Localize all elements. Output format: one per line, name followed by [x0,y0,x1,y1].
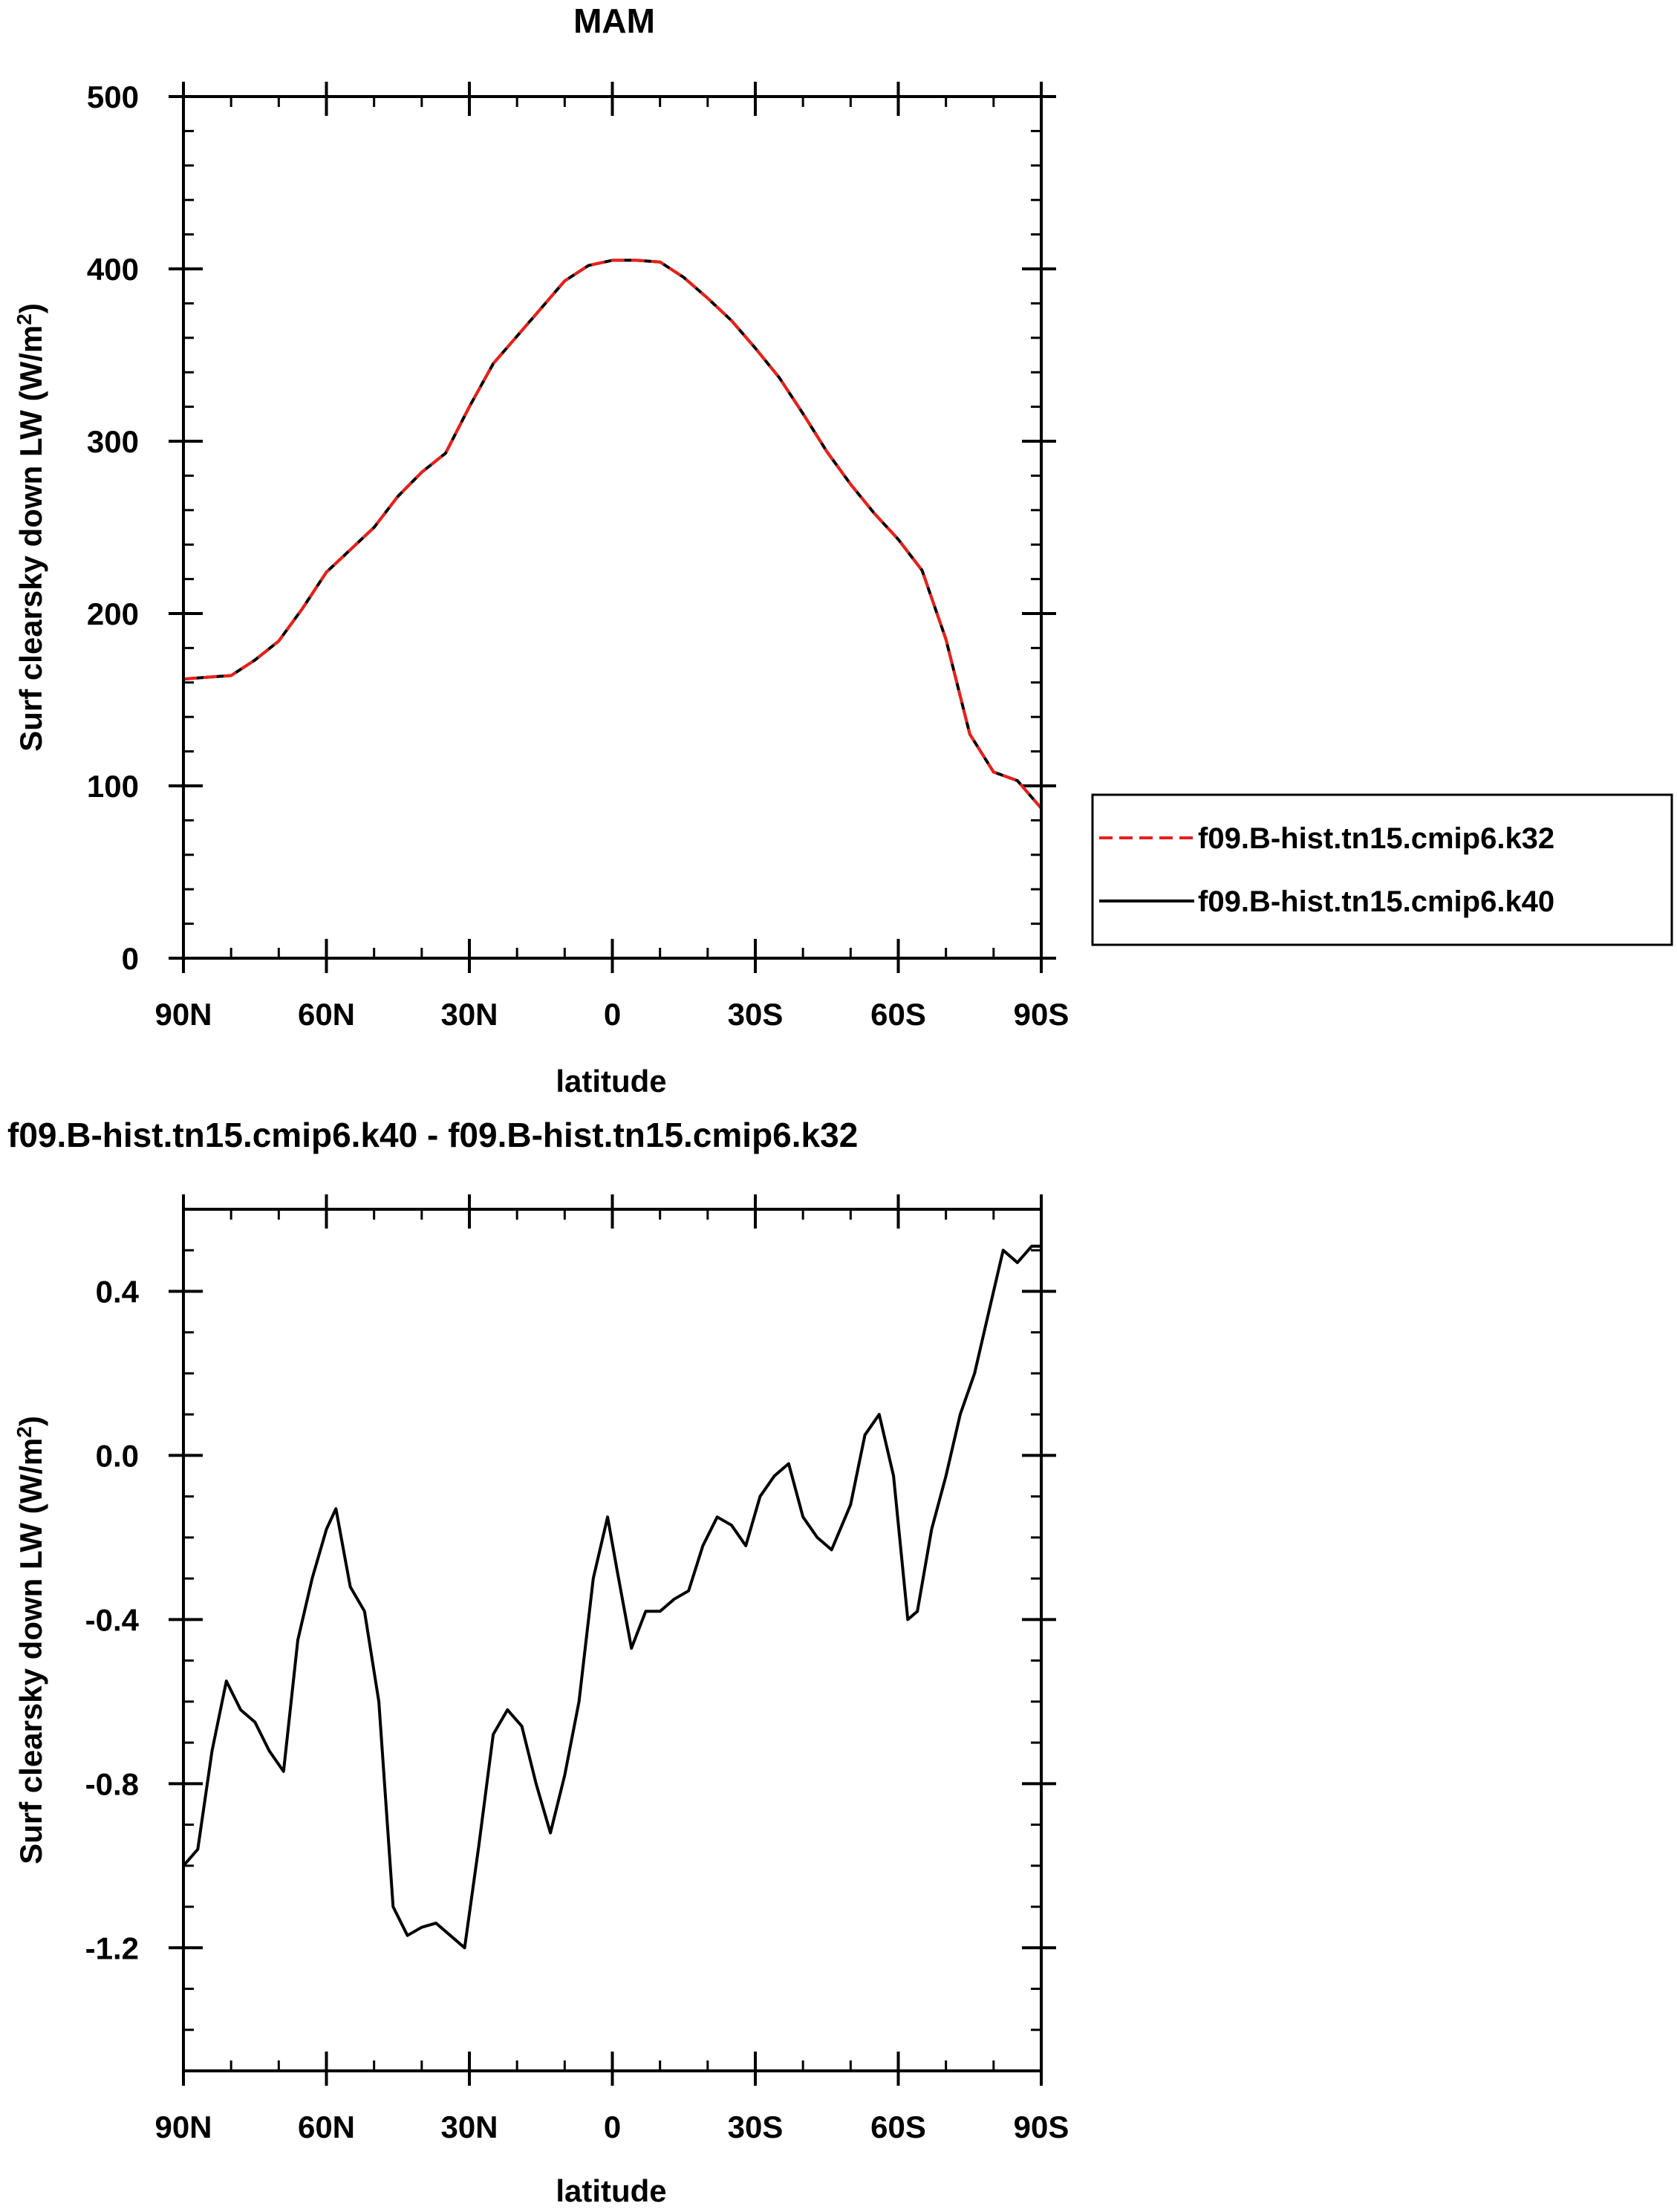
x-tick-label: 0 [604,997,621,1032]
plot-frame [182,95,1043,960]
y-tick-label: 500 [87,79,139,114]
x-tick-label: 90N [154,997,212,1032]
chart-title: MAM [573,1,655,40]
x-tick-label: 30N [440,997,498,1032]
y-tick-label: -0.4 [85,1602,140,1637]
x-axis-ticks: 90N 60N 30N 0 30S 60S 90S [154,82,1069,1032]
x-tick-label: 30N [440,2109,498,2144]
x-axis-ticks: 90N 60N 30N 0 30S 60S 90S [154,1194,1069,2144]
plot-lines [183,258,1043,810]
x-tick-label: 90N [154,2109,212,2144]
y-tick-label: 0 [122,941,139,976]
x-tick-label: 60N [298,997,355,1032]
y-axis-ticks: 0 100 200 300 400 500 [87,79,1056,976]
series-line-0 [182,1244,1041,1950]
x-axis-label: latitude [556,2173,666,2208]
x-tick-label: 60S [870,997,926,1032]
x-tick-label: 30S [728,2109,784,2144]
plot-frame [182,1208,1043,2072]
legend-label-k40: f09.B-hist.tn15.cmip6.k40 [1198,885,1554,918]
x-tick-label: 0 [604,2109,621,2144]
x-tick-label: 60N [298,2109,355,2144]
series-line-0 [183,258,1043,810]
plot-lines [182,1244,1041,1950]
y-tick-label: 0.0 [96,1438,139,1473]
x-tick-label: 30S [728,997,784,1032]
y-tick-label: -1.2 [85,1930,139,1965]
y-tick-label: 300 [87,424,139,459]
y-axis-ticks: -1.2 -0.8 -0.4 0.0 0.4 [85,1208,1056,2072]
y-tick-label: 0.4 [96,1274,140,1309]
y-tick-label: 200 [87,596,139,631]
legend-box [1091,793,1673,946]
y-tick-label: -0.8 [85,1766,139,1801]
x-tick-label: 60S [870,2109,926,2144]
x-tick-label: 90S [1014,2109,1069,2144]
y-axis-label: Surf clearsky down LW (W/m2) [13,1416,48,1864]
bottom-chart: f09.B-hist.tn15.cmip6.k40 - f09.B-hist.t… [7,1116,1069,2208]
y-tick-label: 100 [87,769,139,804]
top-chart: MAM 0 100 200 300 400 500 90N 60N 30N 0 30S 60S 90S… [13,1,1673,1099]
y-tick-label: 400 [87,252,139,287]
x-tick-label: 90S [1014,997,1069,1032]
series-line-1 [183,258,1043,810]
chart-title: f09.B-hist.tn15.cmip6.k40 - f09.B-hist.t… [7,1116,858,1154]
legend: f09.B-hist.tn15.cmip6.k32 f09.B-hist.tn1… [1091,793,1673,946]
legend-label-k32: f09.B-hist.tn15.cmip6.k32 [1198,822,1554,855]
y-axis-label: Surf clearsky down LW (W/m2) [13,303,48,752]
x-axis-label: latitude [556,1064,666,1099]
